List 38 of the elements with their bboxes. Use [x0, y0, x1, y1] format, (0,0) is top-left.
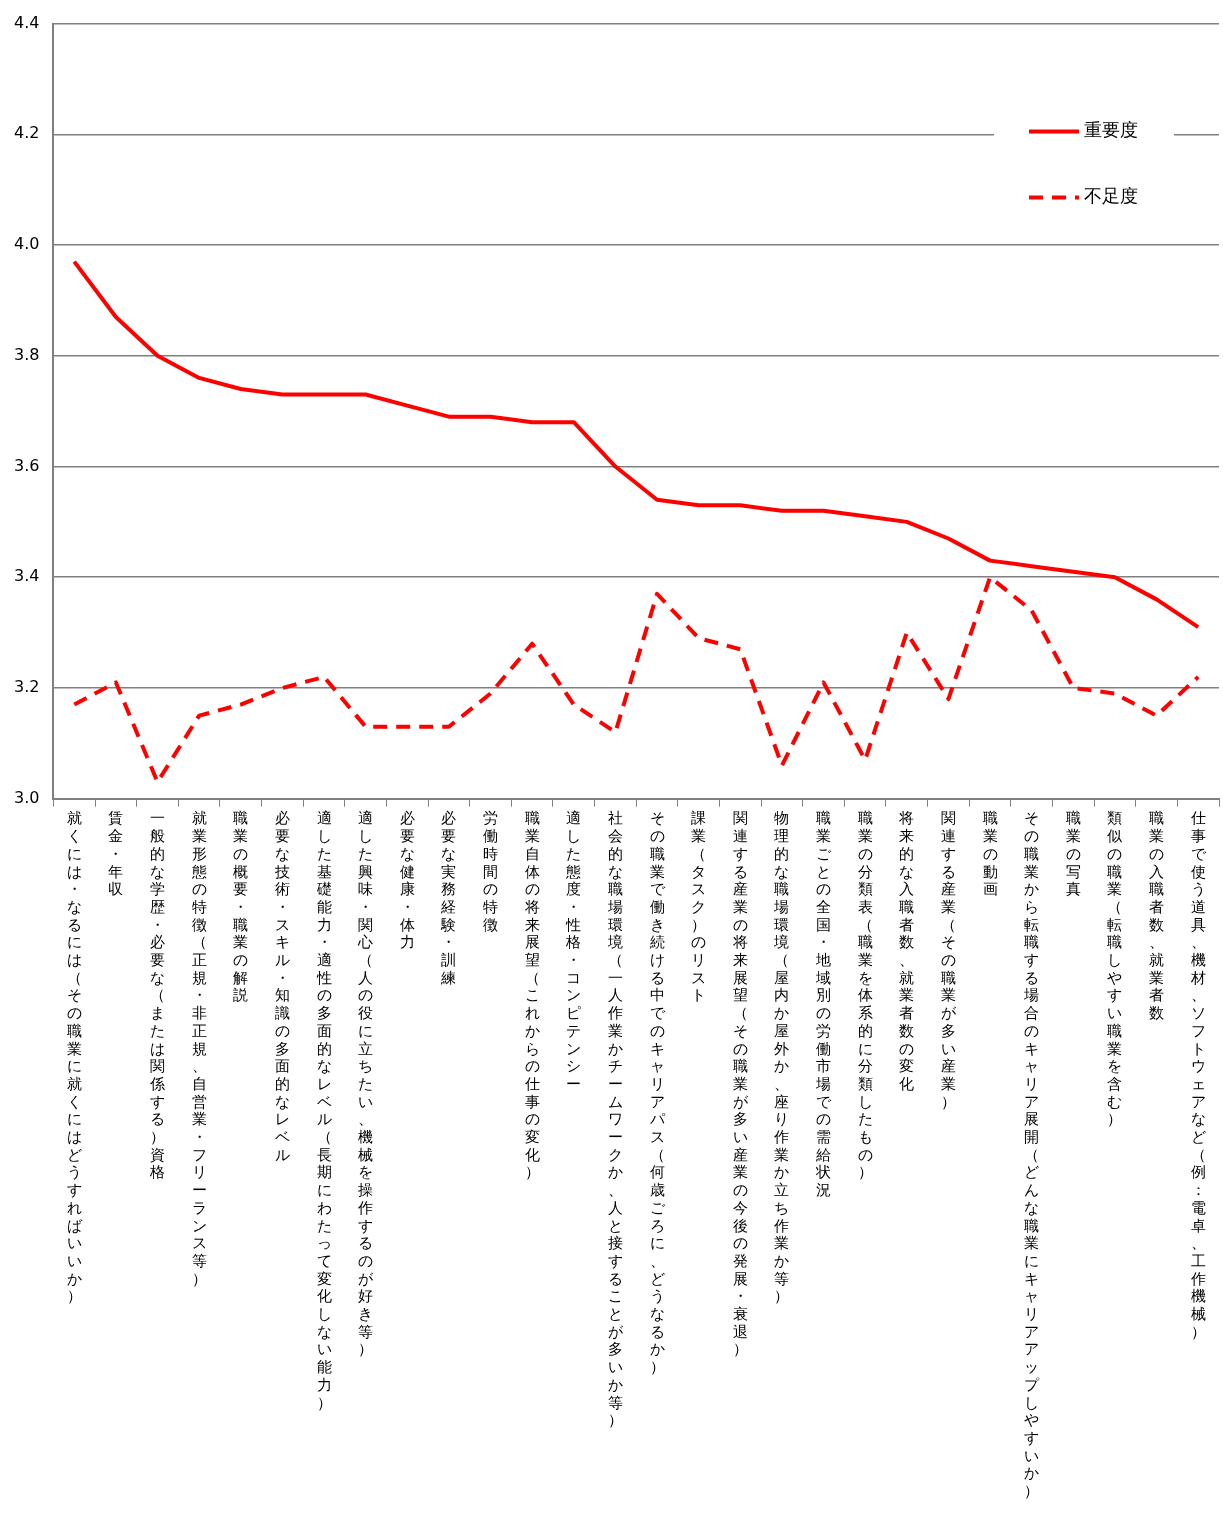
y-tick-label: 3.6	[13, 455, 40, 475]
x-tick-label: 賃金・年収	[108, 809, 124, 899]
category-label: 課業（タスク）のリスト	[691, 809, 707, 1005]
category-label: 職業の分類表（職業を体系的に分類したもの）	[857, 809, 873, 1182]
category-label: 関連する産業（その職業が多い産業）	[940, 809, 956, 1111]
y-tick-label: 4.4	[13, 12, 40, 32]
category-label: 適した興味・関心（人の役に立ちたい、機械を操作するのが好き等）	[358, 809, 374, 1359]
category-label: 関連する産業の将来展望（その職業が多い産業の今後の発展・衰退）	[732, 809, 748, 1359]
x-tick-label: 必要な健康・体力	[399, 809, 415, 952]
category-label: 仕事で使う道具、機材、ソフトウェアなど（例：電卓、工作機械）	[1190, 809, 1206, 1341]
x-tick-label: 職業の動画	[982, 809, 998, 899]
legend-label: 重要度	[1084, 119, 1138, 141]
category-label: 職業の概要・職業の解説	[233, 809, 249, 1005]
category-label: 職業ごとの全国・地域別の労働市場での需給状況	[816, 809, 832, 1200]
y-tick-label: 3.2	[13, 677, 40, 697]
category-label: 社会的な職場環境（一人作業かチームワークか、人と接することが多いか等）	[607, 809, 623, 1430]
category-label: 一般的な学歴・必要な（または関係する）資格	[150, 809, 166, 1182]
category-label: 物理的な職場環境（屋内か屋外か、座り作業か立ち作業か等）	[774, 809, 790, 1306]
category-label: 適した態度・性格・コンピテンシー	[566, 809, 582, 1093]
category-label: その職業から転職する場合のキャリア展開（どんな職業にキャリアアップしやすいか）	[1024, 809, 1040, 1501]
category-label: 必要な技術・スキル・知識の多面的なレベル	[274, 809, 290, 1164]
category-label: 職業自体の将来展望（これからの仕事の変化）	[524, 809, 540, 1182]
legend-label: 不足度	[1084, 185, 1138, 207]
x-tick-label: 職業の写真	[1065, 809, 1081, 899]
category-label: その職業で働き続ける中でのキャリアパス（何歳ごろに、どうなるか）	[649, 809, 665, 1377]
category-label: 類似の職業（転職しやすい職業を含む）	[1107, 809, 1123, 1129]
category-label: 就業形態の特徴（正規・非正規、自営業・フリーランス等）	[191, 809, 207, 1288]
category-label: 必要な実務経験・訓練	[441, 809, 457, 987]
category-label: 適した基礎能力・適性の多面的なレベル（長期にわたって変化しない能力）	[316, 809, 332, 1412]
category-label: 将来的な入職者数、就業者数の変化	[899, 809, 915, 1093]
x-tick-label: 労働時間の特徴	[483, 809, 499, 934]
y-tick-label: 3.0	[13, 787, 40, 807]
y-tick-label: 4.2	[13, 123, 40, 143]
category-label: 就くには・なるには（その職業に就くにはどうすればいいか）	[66, 809, 82, 1306]
y-tick-label: 3.8	[13, 344, 40, 364]
y-tick-label: 3.4	[13, 566, 40, 586]
category-label: 職業の入職者数、就業者数	[1149, 809, 1165, 1023]
y-tick-label: 4.0	[13, 234, 40, 254]
